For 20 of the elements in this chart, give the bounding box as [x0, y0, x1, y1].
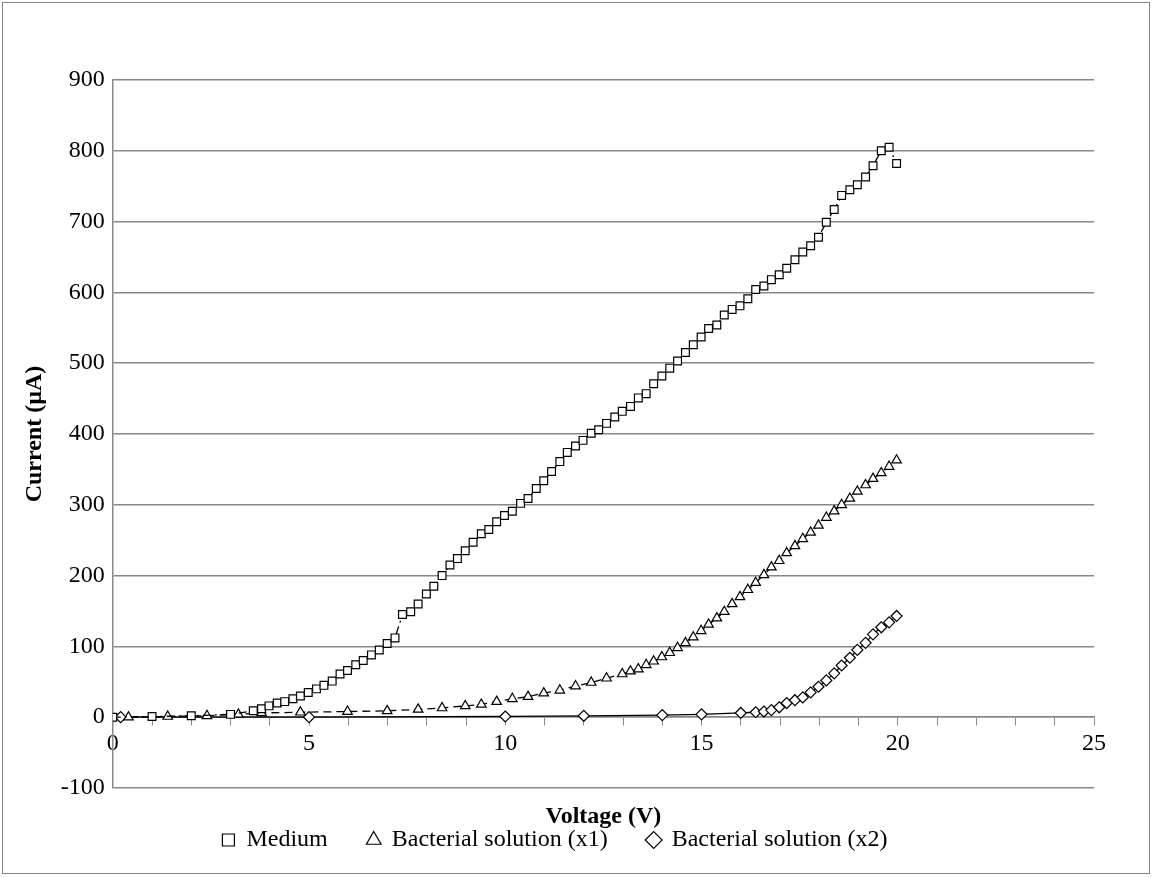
y-tick-label: 400 [68, 419, 105, 446]
legend-label: Bacterial solution (x2) [671, 825, 888, 852]
x-tick-label: 10 [493, 728, 518, 755]
y-tick-label: 0 [92, 702, 105, 729]
y-tick-label: 100 [68, 631, 105, 658]
x-axis-title: Voltage (V) [545, 801, 662, 828]
x-tick-label: 25 [1082, 728, 1106, 755]
y-tick-label: 300 [68, 490, 105, 517]
y-tick-label: 700 [68, 206, 105, 233]
y-axis-title: Current (µA) [19, 365, 46, 503]
y-tick-label: 800 [68, 136, 105, 163]
y-tick-label: 600 [68, 277, 105, 304]
x-tick-label: 15 [689, 728, 714, 755]
y-tick-label: 900 [68, 65, 105, 92]
legend-label: Medium [246, 825, 329, 852]
y-tick-label: 200 [68, 560, 105, 587]
y-tick-label: -100 [60, 773, 105, 800]
x-tick-label: 5 [303, 728, 316, 755]
x-tick-label: 20 [885, 728, 910, 755]
y-tick-label: 500 [68, 348, 105, 375]
